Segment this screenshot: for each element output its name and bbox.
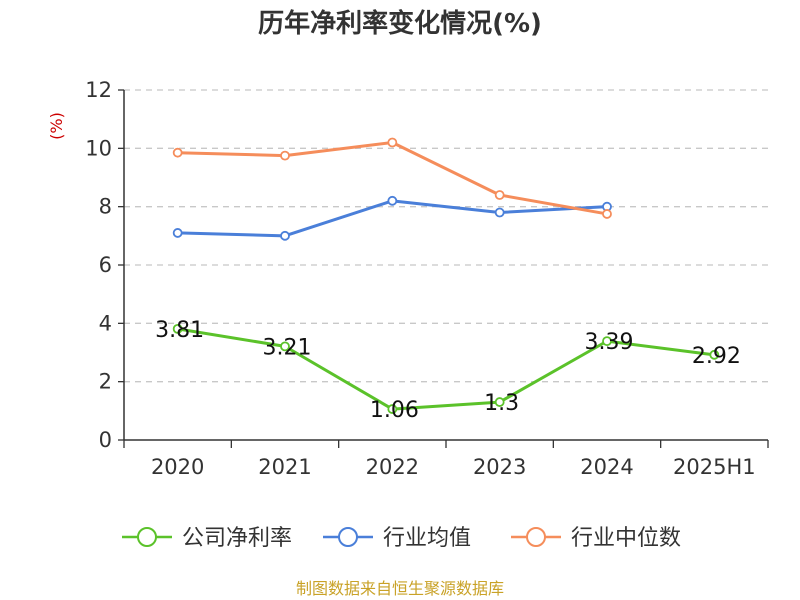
data-label-2021: 3.21 bbox=[263, 335, 312, 360]
series-1-point-0 bbox=[172, 228, 183, 238]
series-lines bbox=[172, 137, 720, 414]
legend-label-2: 行业中位数 bbox=[571, 526, 681, 551]
series-2-point-4 bbox=[602, 209, 612, 219]
x-tick-label-2024: 2024 bbox=[580, 455, 633, 479]
x-tick-label-2025H1: 2025H1 bbox=[673, 455, 756, 479]
data-label-2025H1: 2.92 bbox=[692, 344, 741, 369]
series-2-point-1 bbox=[280, 150, 290, 161]
data-label-2024: 3.39 bbox=[585, 330, 634, 355]
y-axis-unit: (%) bbox=[47, 112, 66, 140]
y-tick-labels: 0 2 4 6 8 10 12 bbox=[85, 78, 112, 452]
series-line-0 bbox=[177, 327, 715, 411]
series-0-point-0 bbox=[172, 323, 183, 334]
grid-lines bbox=[124, 89, 768, 383]
data-labels: 3.81 3.21 1.06 1.3 3.39 2.92 bbox=[155, 318, 741, 423]
series-1-point-1 bbox=[280, 230, 290, 241]
y-tick-label-0: 0 bbox=[99, 428, 112, 452]
series-2-point-2 bbox=[387, 137, 398, 148]
series-0-point-3 bbox=[494, 397, 505, 407]
data-label-2020: 3.81 bbox=[155, 318, 204, 343]
data-label-2023: 1.3 bbox=[484, 391, 519, 416]
source-note: 制图数据来自恒生聚源数据库 bbox=[296, 579, 504, 598]
series-1-point-3 bbox=[494, 207, 505, 218]
legend-label-0: 公司净利率 bbox=[182, 526, 292, 551]
series-2-point-3 bbox=[494, 190, 505, 200]
series-2-point-0 bbox=[172, 147, 183, 158]
legend-marker-1 bbox=[338, 527, 358, 547]
series-0-point-1 bbox=[280, 341, 290, 352]
series-0-point-2 bbox=[387, 404, 398, 414]
y-tick-label-4: 4 bbox=[99, 311, 112, 335]
series-0-point-5 bbox=[709, 349, 720, 360]
x-tick-label-2020: 2020 bbox=[151, 455, 204, 479]
series-0-point-4 bbox=[602, 336, 612, 347]
y-tick-label-8: 8 bbox=[99, 195, 112, 219]
x-tick-label-2021: 2021 bbox=[258, 455, 311, 479]
y-tick-label-10: 10 bbox=[85, 136, 112, 160]
legend-marker-2 bbox=[526, 527, 546, 547]
legend: 公司净利率 行业均值 行业中位数 bbox=[122, 526, 681, 551]
y-tick-label-2: 2 bbox=[99, 370, 112, 394]
chart-title: 历年净利率变化情况(%) bbox=[258, 8, 542, 39]
series-1-point-2 bbox=[387, 195, 398, 206]
legend-marker-0 bbox=[137, 527, 157, 547]
x-tick-label-2022: 2022 bbox=[366, 455, 419, 479]
legend-label-1: 行业均值 bbox=[383, 526, 471, 551]
data-label-2022: 1.06 bbox=[370, 398, 419, 423]
x-tick-label-2023: 2023 bbox=[473, 455, 526, 479]
y-tick-label-12: 12 bbox=[85, 78, 112, 102]
y-tick-label-6: 6 bbox=[99, 253, 112, 277]
axes bbox=[118, 89, 769, 448]
x-tick-labels: 2020 2021 2022 2023 2024 2025H1 bbox=[151, 455, 756, 479]
